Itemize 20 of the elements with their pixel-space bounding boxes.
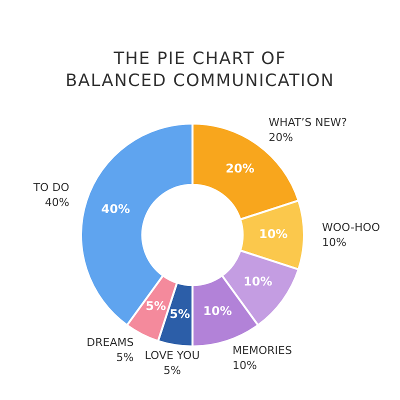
data-label: 10% — [203, 304, 232, 318]
slice-label: MEMORIES — [232, 344, 292, 358]
chart-title: THE PIE CHART OF BALANCED COMMUNICATION — [64, 48, 336, 92]
data-label: 10% — [244, 274, 272, 289]
slice-label: TO DO — [32, 180, 70, 194]
slice-label: LOVE YOU — [144, 348, 200, 362]
data-label: 5% — [170, 306, 190, 321]
text: 40% — [44, 196, 70, 209]
data-label: 10% — [258, 227, 288, 242]
slice-label: DREAMS — [86, 336, 134, 350]
text: 5% — [116, 351, 134, 364]
text: 5% — [164, 364, 181, 377]
text: 10% — [232, 359, 257, 372]
text: 10% — [322, 236, 346, 249]
slice-label: WOO-HOO — [322, 220, 380, 234]
slice-label: WHAT’S NEW? — [268, 116, 348, 130]
data-label: 5% — [146, 299, 166, 314]
data-label: 40% — [101, 202, 130, 216]
text: 20% — [268, 131, 294, 144]
data-label: 20% — [226, 162, 254, 176]
